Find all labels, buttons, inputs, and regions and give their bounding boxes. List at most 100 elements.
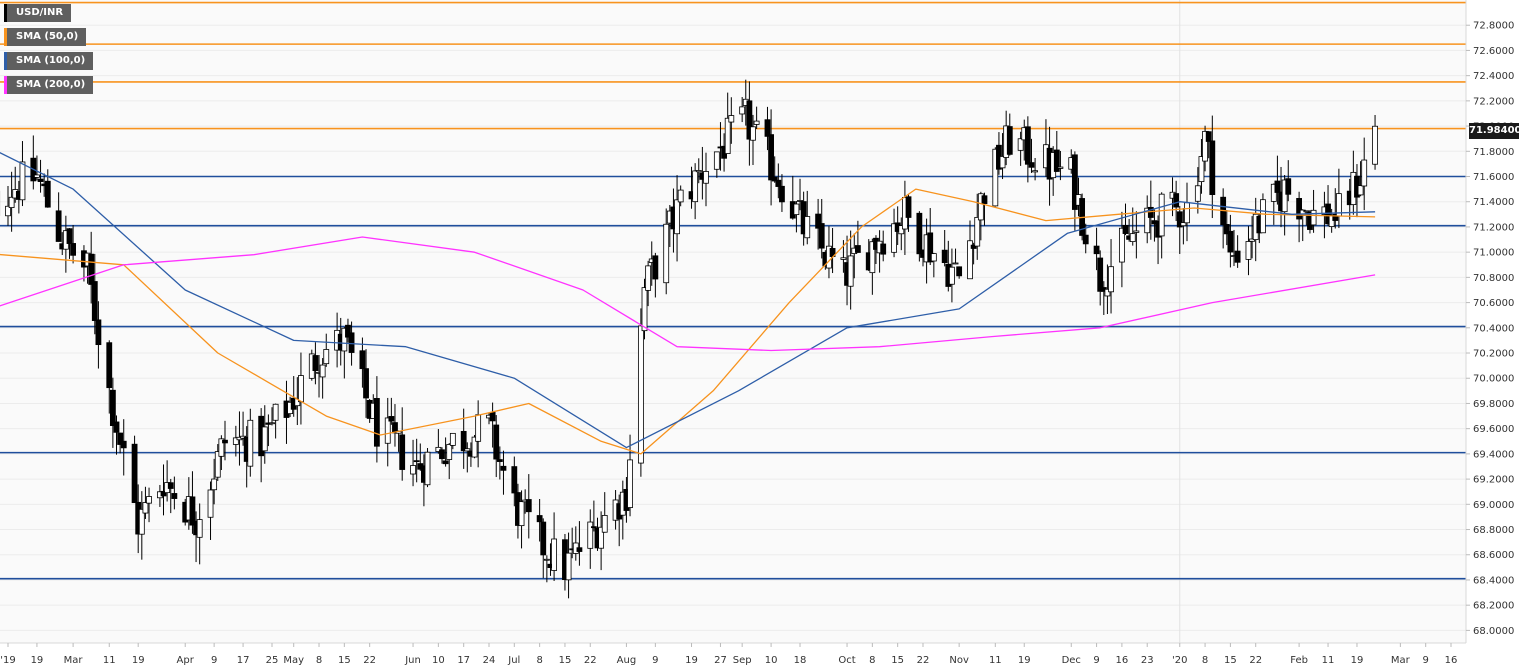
candle-body (598, 526, 605, 549)
candle-body (363, 368, 369, 399)
candle-body (930, 253, 937, 262)
x-tick-label: 16 (1445, 655, 1458, 666)
candle-body (160, 490, 167, 497)
x-tick-label: '20 (1172, 655, 1187, 666)
candle-body (1122, 224, 1129, 234)
candle-body (949, 266, 955, 285)
candle-body (815, 213, 822, 229)
candle-body (298, 375, 304, 403)
x-tick-label: 8 (1202, 655, 1208, 666)
x-tick-label: 15 (338, 655, 351, 666)
y-tick-label: 68.2000 (1473, 601, 1514, 612)
x-tick-label: 19 (132, 655, 145, 666)
candle-body (601, 515, 608, 533)
candle-body (981, 195, 988, 204)
candle-body (493, 424, 500, 460)
candle-body (471, 436, 478, 458)
candle-body (489, 411, 496, 422)
candle-body (232, 437, 239, 445)
x-tick-label: 10 (432, 655, 445, 666)
x-tick-label: Oct (838, 655, 855, 666)
x-tick-label: 19 (685, 655, 698, 666)
x-tick-label: 9 (211, 655, 217, 666)
plot-area (0, 0, 1466, 643)
y-tick-label: 69.8000 (1473, 399, 1514, 410)
candle-body (222, 439, 228, 444)
candle-body (1310, 209, 1317, 226)
x-tick-label: 15 (1224, 655, 1237, 666)
candle-body (854, 245, 861, 253)
legend-label: SMA (200,0) (16, 79, 86, 90)
x-tick-label: Nov (949, 655, 969, 666)
candle-body (753, 120, 760, 125)
candle-body (1274, 180, 1281, 193)
candle-body (392, 422, 398, 434)
candle-body (424, 451, 431, 486)
candle-body (840, 257, 847, 260)
candle-body (775, 179, 782, 187)
candle-body (1260, 199, 1266, 234)
candle-body (637, 325, 644, 464)
y-tick-label: 68.8000 (1473, 525, 1514, 536)
candle-body (536, 515, 543, 523)
x-tick-label: 19 (31, 655, 44, 666)
candle-body (1285, 178, 1292, 195)
candle-body (1332, 213, 1339, 221)
candle-body (898, 225, 905, 235)
y-tick-label: 71.4000 (1473, 197, 1514, 208)
candle-body (1227, 230, 1234, 253)
legend-item-usdinr[interactable]: USD/INR (4, 4, 72, 22)
candle-body (269, 422, 275, 425)
x-tick-label: 17 (457, 655, 470, 666)
horizontal-levels (0, 1, 1466, 580)
y-tick-label: 72.4000 (1473, 71, 1514, 82)
legend-swatch (4, 4, 7, 22)
candle-body (1144, 207, 1151, 234)
x-tick-label: 22 (363, 655, 376, 666)
y-tick-label: 72.2000 (1473, 96, 1514, 107)
y-tick-label: 70.4000 (1473, 323, 1514, 334)
candle-body (540, 521, 547, 556)
candle-body (891, 223, 897, 253)
candle-body (1303, 210, 1310, 213)
candle-body (724, 117, 731, 154)
candle-body (1223, 224, 1230, 235)
candle-body (207, 489, 214, 518)
legend-item-sma200[interactable]: SMA (200,0) (4, 76, 94, 94)
x-tick-label: 22 (584, 655, 597, 666)
candle-body (117, 432, 124, 445)
candle-body (750, 126, 756, 141)
candle-body (348, 332, 355, 353)
candle-body (956, 266, 963, 277)
candle-body (19, 161, 26, 201)
candle-body (692, 170, 699, 203)
legend-item-sma100[interactable]: SMA (100,0) (4, 52, 94, 70)
candle-body (1129, 233, 1136, 242)
candle-body (565, 552, 572, 581)
x-tick-label: 11 (103, 655, 116, 666)
candle-body (1017, 138, 1024, 151)
candle-body (941, 249, 948, 264)
sma-50-line (0, 188, 1376, 455)
candle-body (442, 460, 449, 465)
candle-body (847, 255, 854, 287)
candle-body (1205, 131, 1212, 142)
x-tick-label: 25 (266, 655, 279, 666)
legend-label: SMA (50,0) (16, 31, 79, 42)
x-tick-label: 11 (1322, 655, 1335, 666)
y-tick-label: 72.8000 (1473, 21, 1514, 32)
y-tick-label: 68.4000 (1473, 575, 1514, 586)
candle-body (413, 460, 420, 463)
candle-body (475, 414, 482, 442)
candle-body (728, 115, 735, 123)
y-tick-label: 68.0000 (1473, 626, 1514, 637)
legend-item-sma50[interactable]: SMA (50,0) (4, 28, 87, 46)
candle-body (410, 465, 416, 475)
candle-body (627, 459, 633, 508)
price-axis: 68.0000 68.2000 68.4000 68.6000 68.8000 69.00… (1466, 21, 1514, 637)
candle-body (977, 193, 984, 221)
legend-label: USD/INR (16, 7, 64, 18)
candle-body (439, 449, 445, 460)
candle-body (703, 171, 709, 184)
